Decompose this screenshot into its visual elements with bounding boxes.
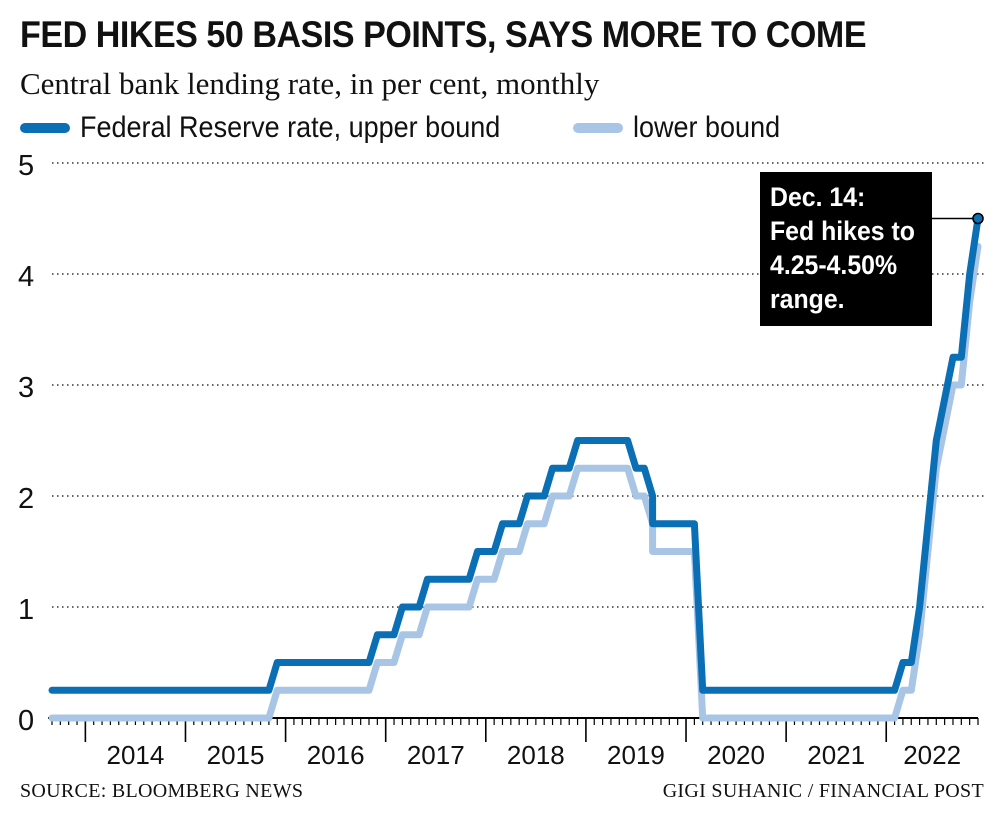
y-tick-label: 4 <box>18 261 34 293</box>
y-tick-label: 0 <box>18 705 34 737</box>
legend-swatch-upper <box>20 123 70 133</box>
x-tick-label: 2018 <box>507 740 565 770</box>
series-lines <box>48 215 982 722</box>
annotation-point <box>972 212 984 225</box>
x-tick-label: 2014 <box>107 740 165 770</box>
y-tick-label: 2 <box>18 483 34 515</box>
grid-lines <box>52 162 986 608</box>
chart-title: FED HIKES 50 BASIS POINTS, SAYS MORE TO … <box>20 14 867 55</box>
legend-swatch-lower <box>572 123 623 133</box>
x-tick-label: 2019 <box>607 740 665 770</box>
legend-label-upper: Federal Reserve rate, upper bound <box>80 111 501 144</box>
x-tick-label: 2017 <box>407 740 465 770</box>
annotation-line-1: Dec. 14: <box>770 182 866 212</box>
annotation-marker <box>932 212 984 225</box>
annotation-line-4: range. <box>770 284 845 314</box>
legend-item-lower: lower bound <box>572 111 796 145</box>
y-tick-label: 1 <box>18 594 34 626</box>
annotation-line-2: Fed hikes to <box>770 216 915 246</box>
x-tick-label: 2022 <box>903 740 961 770</box>
chart-subtitle: Central bank lending rate, in per cent, … <box>20 66 600 101</box>
credit-note: GIGI SUHANIC / FINANCIAL POST <box>662 780 984 802</box>
series-upper-bound-line <box>48 215 982 694</box>
x-tick-label: 2020 <box>707 740 765 770</box>
x-tick-label: 2016 <box>307 740 365 770</box>
x-tick-label: 2015 <box>207 740 265 770</box>
x-axis: 2014 2015 2016 2017 2018 2019 2020 2021 2022 <box>48 717 979 770</box>
source-note: SOURCE: BLOOMBERG NEWS <box>20 780 304 802</box>
annotation-box: Dec. 14: Fed hikes to 4.25-4.50% range. <box>760 172 932 326</box>
legend: Federal Reserve rate, upper bound lower … <box>20 108 822 148</box>
x-tick-label: 2021 <box>807 740 865 770</box>
y-tick-label: 5 <box>18 150 34 182</box>
y-tick-label: 3 <box>18 372 34 404</box>
y-axis-tick-labels: 0 1 2 3 4 5 <box>18 150 34 737</box>
legend-label-lower: lower bound <box>632 111 781 144</box>
legend-item-upper: Federal Reserve rate, upper bound <box>20 111 547 145</box>
annotation-line-3: 4.25-4.50% <box>770 250 898 280</box>
